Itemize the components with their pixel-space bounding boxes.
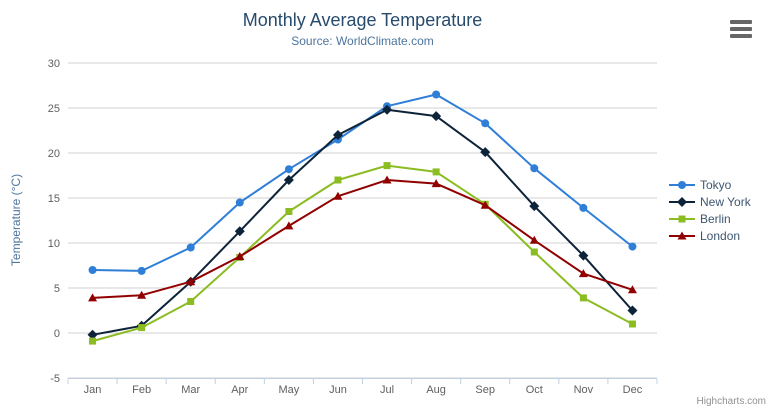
data-point-new-york-jan[interactable] xyxy=(87,329,98,340)
data-point-berlin-jun[interactable] xyxy=(334,176,342,184)
data-point-london-mar[interactable] xyxy=(186,277,196,286)
data-point-tokyo-jan[interactable] xyxy=(88,266,97,274)
chart-title: Monthly Average Temperature xyxy=(242,10,483,30)
series-line-tokyo[interactable] xyxy=(91,93,634,272)
data-point-tokyo-mar[interactable] xyxy=(186,243,195,252)
x-tick-label: Aug xyxy=(426,384,446,396)
legend-symbol-marker[interactable] xyxy=(678,215,686,222)
x-tick-label: Nov xyxy=(574,384,594,396)
data-point-tokyo-apr[interactable] xyxy=(235,198,244,207)
data-point-london-sep[interactable] xyxy=(480,200,490,209)
legend-label-tokyo: Tokyo xyxy=(700,177,732,192)
data-point-berlin-nov[interactable] xyxy=(579,294,587,302)
new-york-diamond-marker-icon xyxy=(669,196,695,207)
y-tick-label: 0 xyxy=(54,328,60,340)
x-tick-label: Sep xyxy=(475,384,495,396)
chart-subtitle: Source: WorldClimate.com xyxy=(291,34,434,48)
data-point-london-jan[interactable] xyxy=(88,293,98,302)
data-point-london-nov[interactable] xyxy=(578,269,588,278)
data-point-london-jun[interactable] xyxy=(333,191,343,200)
legend-label-london: London xyxy=(700,228,741,243)
x-tick-label: Jul xyxy=(380,384,394,396)
legend-label-berlin: Berlin xyxy=(700,211,731,226)
data-point-berlin-jan[interactable] xyxy=(89,337,97,345)
data-point-new-york-jul[interactable] xyxy=(382,104,393,115)
data-point-berlin-may[interactable] xyxy=(285,208,293,215)
data-point-tokyo-oct[interactable] xyxy=(530,164,539,173)
legend: Tokyo New York Berlin London xyxy=(669,176,751,244)
data-point-berlin-dec[interactable] xyxy=(628,320,636,328)
berlin-square-marker-icon xyxy=(669,215,695,222)
data-point-tokyo-nov[interactable] xyxy=(579,203,588,212)
hamburger-icon xyxy=(730,34,752,38)
data-point-new-york-nov[interactable] xyxy=(578,250,589,261)
legend-item-new-york[interactable]: New York xyxy=(669,193,751,210)
data-point-tokyo-feb[interactable] xyxy=(137,266,146,275)
data-point-new-york-jun[interactable] xyxy=(332,130,343,140)
y-tick-label: 10 xyxy=(48,238,60,250)
data-point-berlin-aug[interactable] xyxy=(432,168,440,176)
y-tick-label: -5 xyxy=(50,373,60,385)
hamburger-icon xyxy=(730,27,752,31)
series-new-york xyxy=(87,104,638,340)
data-point-tokyo-aug[interactable] xyxy=(432,90,441,99)
legend-symbol-marker[interactable] xyxy=(677,196,687,207)
data-point-london-jul[interactable] xyxy=(382,175,392,184)
series-line-new-york[interactable] xyxy=(91,108,634,336)
highcharts-credit-link[interactable]: Highcharts.com xyxy=(696,396,766,407)
data-point-tokyo-sep[interactable] xyxy=(481,119,490,128)
x-tick-label: Jan xyxy=(84,384,102,396)
data-point-london-dec[interactable] xyxy=(627,285,637,294)
y-axis-title: Temperature (°C) xyxy=(9,173,23,267)
y-tick-label: 25 xyxy=(48,103,60,115)
legend-symbol-marker[interactable] xyxy=(677,231,687,239)
data-point-london-feb[interactable] xyxy=(137,290,147,299)
y-tick-label: 15 xyxy=(48,193,60,205)
legend-label-new-york: New York xyxy=(700,194,751,209)
data-point-tokyo-may[interactable] xyxy=(284,165,293,174)
series-london xyxy=(88,175,637,302)
series-tokyo xyxy=(88,90,637,275)
data-point-london-oct[interactable] xyxy=(529,235,539,244)
data-point-london-apr[interactable] xyxy=(235,252,245,260)
y-tick-label: 20 xyxy=(48,148,60,160)
series-line-berlin[interactable] xyxy=(91,164,634,343)
y-tick-label: 30 xyxy=(48,58,60,70)
data-point-new-york-aug[interactable] xyxy=(431,111,442,122)
data-point-tokyo-dec[interactable] xyxy=(628,242,637,251)
x-tick-label: Dec xyxy=(623,384,643,396)
data-point-london-may[interactable] xyxy=(284,221,294,230)
legend-item-berlin[interactable]: Berlin xyxy=(669,210,751,227)
data-point-berlin-oct[interactable] xyxy=(530,248,538,256)
data-point-london-aug[interactable] xyxy=(431,179,441,188)
x-tick-label: Feb xyxy=(132,384,151,396)
x-tick-label: Apr xyxy=(231,384,248,396)
data-point-berlin-jul[interactable] xyxy=(383,162,391,170)
x-tick-label: Mar xyxy=(181,384,200,396)
hamburger-icon xyxy=(730,20,752,24)
x-tick-label: Oct xyxy=(526,384,543,396)
legend-item-london[interactable]: London xyxy=(669,227,751,244)
data-point-new-york-may[interactable] xyxy=(283,175,294,185)
legend-item-tokyo[interactable]: Tokyo xyxy=(669,176,751,193)
series-line-london[interactable] xyxy=(91,179,634,299)
y-tick-label: 5 xyxy=(54,283,60,295)
export-menu-button[interactable] xyxy=(729,19,753,39)
data-point-new-york-dec[interactable] xyxy=(627,305,638,316)
data-point-berlin-feb[interactable] xyxy=(138,324,146,332)
x-tick-label: Jun xyxy=(329,384,347,396)
legend-symbol-marker[interactable] xyxy=(678,180,686,189)
london-triangle-marker-icon xyxy=(669,231,695,239)
data-point-new-york-sep[interactable] xyxy=(480,147,491,158)
data-point-berlin-mar[interactable] xyxy=(187,298,195,305)
x-tick-label: May xyxy=(278,384,299,396)
data-point-new-york-apr[interactable] xyxy=(234,226,245,237)
tokyo-circle-marker-icon xyxy=(669,180,695,189)
data-point-new-york-oct[interactable] xyxy=(529,201,540,212)
